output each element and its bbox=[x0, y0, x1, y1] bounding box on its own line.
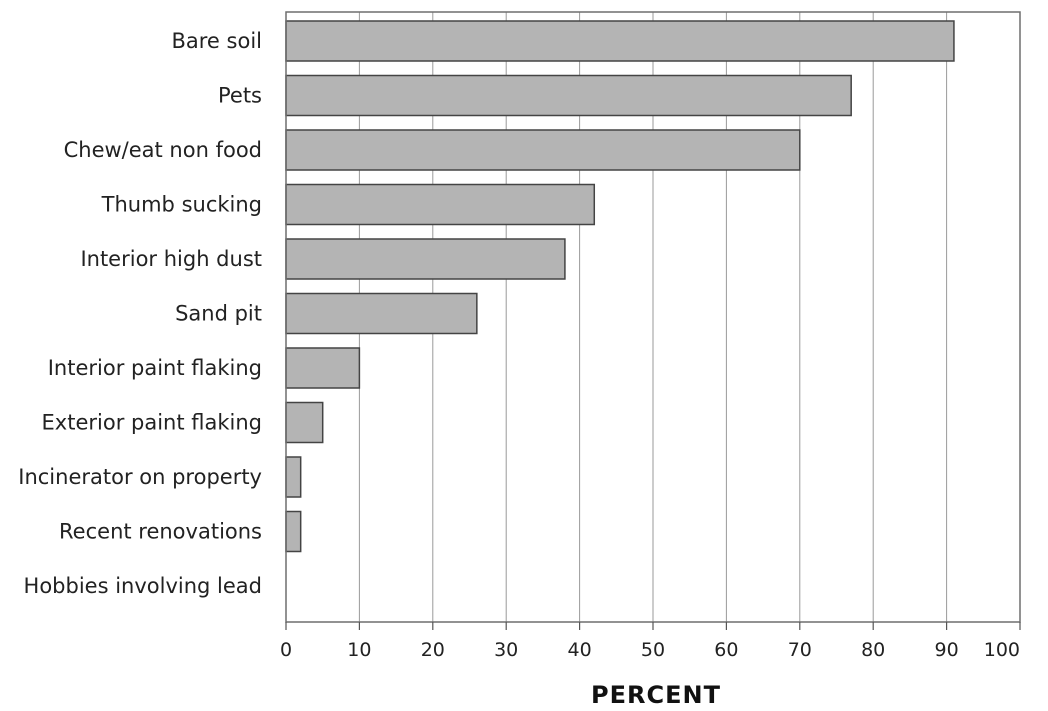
x-tick-label: 50 bbox=[641, 639, 665, 661]
x-tick-label: 80 bbox=[861, 639, 885, 661]
x-tick-label: 20 bbox=[421, 639, 445, 661]
category-label: Pets bbox=[218, 84, 262, 108]
bar-incinerator-on-property bbox=[285, 456, 302, 498]
bar-interior-paint-flaking bbox=[285, 347, 361, 389]
bar-sand-pit bbox=[285, 292, 478, 335]
x-tick-label: 70 bbox=[788, 639, 812, 661]
x-axis-title: PERCENT bbox=[591, 681, 721, 709]
category-label: Incinerator on property bbox=[18, 465, 262, 489]
category-label: Interior paint flaking bbox=[48, 356, 262, 380]
x-axis-ticks: 0 10 20 30 40 50 60 70 80 90 100 bbox=[280, 622, 1021, 661]
x-tick-label: 30 bbox=[494, 639, 518, 661]
bar-chew-eat-non-food bbox=[285, 129, 801, 171]
category-label: Thumb sucking bbox=[101, 193, 262, 217]
x-tick-label: 40 bbox=[568, 639, 592, 661]
category-labels: Bare soil Pets Chew/eat non food Thumb suck… bbox=[18, 29, 262, 598]
category-label: Sand pit bbox=[175, 302, 262, 326]
x-tick-label: 0 bbox=[280, 639, 292, 661]
bar-thumb-sucking bbox=[285, 183, 596, 226]
category-label: Hobbies involving lead bbox=[24, 574, 262, 598]
category-label: Recent renovations bbox=[59, 520, 262, 544]
bars bbox=[285, 20, 955, 553]
category-label: Bare soil bbox=[171, 29, 262, 53]
x-tick-label: 10 bbox=[347, 639, 371, 661]
bar-pets bbox=[285, 74, 852, 117]
x-tick-label: 60 bbox=[714, 639, 738, 661]
category-label: Interior high dust bbox=[80, 247, 262, 271]
x-tick-label: 100 bbox=[984, 639, 1020, 661]
x-tick-label: 90 bbox=[935, 639, 959, 661]
category-label: Exterior paint flaking bbox=[42, 411, 262, 435]
bar-recent-renovations bbox=[285, 510, 302, 553]
bar-bare-soil bbox=[285, 20, 955, 62]
bar-exterior-paint-flaking bbox=[285, 401, 324, 444]
category-label: Chew/eat non food bbox=[64, 138, 262, 162]
bar-interior-high-dust bbox=[285, 238, 566, 280]
